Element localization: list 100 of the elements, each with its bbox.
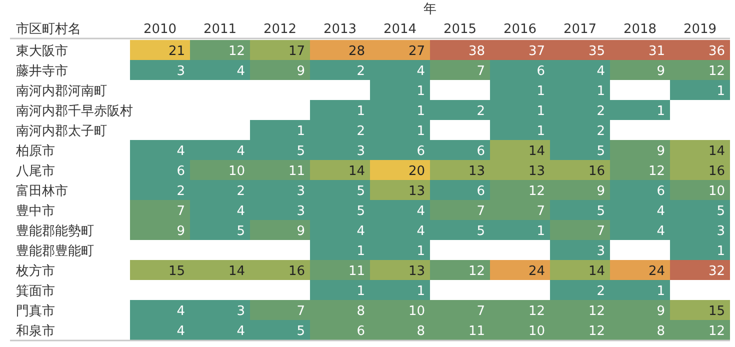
data-label: 5 (356, 204, 365, 219)
y-tick-label: 柏原市 (15, 144, 55, 159)
data-label: 1 (656, 284, 665, 299)
data-label: 14 (528, 144, 545, 159)
x-tick-label: 2018 (623, 22, 657, 37)
y-tick-label: 東大阪市 (16, 44, 68, 59)
data-label: 15 (168, 264, 185, 279)
y-axis-title: 市区町村名 (16, 22, 81, 37)
data-label: 6 (416, 144, 425, 159)
y-tick-label: 八尾市 (16, 164, 55, 179)
data-label: 31 (648, 44, 665, 59)
data-label: 3 (236, 304, 245, 319)
x-tick-label: 2010 (143, 22, 177, 37)
data-label: 7 (476, 64, 485, 79)
data-label: 27 (408, 44, 425, 59)
data-label: 12 (228, 44, 245, 59)
data-label: 9 (176, 224, 185, 239)
data-label: 12 (708, 324, 725, 339)
data-label: 1 (536, 104, 545, 119)
y-tick-label: 南河内郡河南町 (16, 84, 107, 99)
data-label: 1 (296, 124, 305, 139)
data-label: 7 (296, 304, 305, 319)
data-label: 7 (476, 304, 485, 319)
y-tick-label: 豊中市 (16, 204, 55, 219)
data-label: 1 (656, 104, 665, 119)
data-label: 10 (228, 164, 245, 179)
data-label: 10 (528, 324, 545, 339)
data-label: 5 (296, 144, 305, 159)
data-label: 2 (596, 284, 605, 299)
data-label: 2 (596, 124, 605, 139)
data-label: 4 (236, 64, 245, 79)
data-label: 2 (476, 104, 485, 119)
x-tick-label: 2015 (443, 22, 477, 37)
data-label: 6 (356, 324, 365, 339)
data-label: 16 (288, 264, 305, 279)
y-tick-label: 和泉市 (16, 324, 55, 339)
data-label: 8 (416, 324, 425, 339)
data-label: 1 (356, 244, 365, 259)
data-label: 13 (408, 264, 425, 279)
data-label: 12 (588, 324, 605, 339)
data-label: 20 (408, 164, 425, 179)
data-label: 32 (708, 264, 725, 279)
y-tick-label: 南河内郡千早赤阪村 (16, 104, 133, 119)
data-label: 1 (416, 284, 425, 299)
data-label: 7 (476, 204, 485, 219)
data-label: 13 (528, 164, 545, 179)
x-tick-label: 2012 (263, 22, 297, 37)
data-label: 2 (236, 184, 245, 199)
data-label: 1 (416, 84, 425, 99)
data-label: 3 (176, 64, 185, 79)
data-label: 12 (648, 164, 665, 179)
data-label: 2 (356, 124, 365, 139)
data-label: 9 (656, 144, 665, 159)
data-label: 24 (648, 264, 665, 279)
data-label: 38 (468, 44, 485, 59)
data-label: 4 (596, 64, 605, 79)
data-label: 4 (416, 224, 425, 239)
data-label: 10 (408, 304, 425, 319)
data-label: 1 (416, 124, 425, 139)
data-label: 7 (536, 204, 545, 219)
data-label: 1 (356, 284, 365, 299)
data-label: 8 (356, 304, 365, 319)
data-label: 1 (356, 104, 365, 119)
data-label: 16 (708, 164, 725, 179)
y-tick-label: 箕面市 (16, 284, 55, 299)
x-tick-label: 2017 (563, 22, 597, 37)
data-label: 4 (416, 64, 425, 79)
data-label: 6 (476, 184, 485, 199)
data-label: 1 (536, 224, 545, 239)
data-label: 9 (296, 224, 305, 239)
data-label: 2 (356, 64, 365, 79)
y-tick-label: 南河内郡太子町 (16, 124, 107, 139)
data-label: 9 (596, 184, 605, 199)
data-label: 2 (596, 104, 605, 119)
data-label: 36 (708, 44, 725, 59)
x-tick-label: 2019 (683, 22, 717, 37)
data-label: 28 (348, 44, 365, 59)
data-label: 13 (468, 164, 485, 179)
data-label: 6 (476, 144, 485, 159)
data-label: 11 (288, 164, 305, 179)
x-tick-label: 2016 (503, 22, 537, 37)
data-label: 21 (168, 44, 185, 59)
data-label: 3 (356, 144, 365, 159)
data-label: 6 (656, 184, 665, 199)
data-label: 35 (588, 44, 605, 59)
data-label: 4 (356, 224, 365, 239)
data-label: 13 (408, 184, 425, 199)
y-tick-label: 枚方市 (15, 263, 55, 279)
data-label: 16 (588, 164, 605, 179)
y-tick-label: 藤井寺市 (16, 64, 68, 79)
data-label: 1 (716, 244, 725, 259)
data-label: 17 (288, 44, 305, 59)
data-label: 4 (656, 204, 665, 219)
data-label: 1 (416, 104, 425, 119)
data-label: 4 (236, 324, 245, 339)
data-label: 1 (416, 244, 425, 259)
data-label: 1 (596, 84, 605, 99)
x-tick-label: 2013 (323, 22, 357, 37)
y-tick-label: 富田林市 (16, 183, 68, 199)
data-label: 4 (176, 324, 185, 339)
